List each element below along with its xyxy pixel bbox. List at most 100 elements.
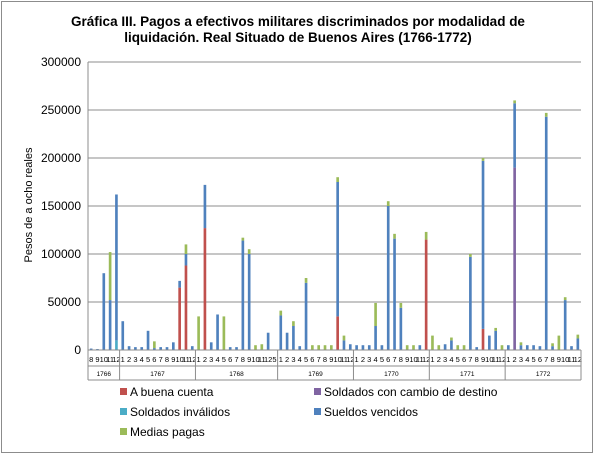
bar-segment [374, 326, 377, 350]
y-tick-label: 250000 [41, 103, 81, 117]
x-month-label: 5 [532, 355, 536, 364]
x-month-label: 10 [100, 355, 108, 364]
bar-segment [330, 345, 333, 350]
x-month-label: 11 [182, 355, 190, 364]
bar-segment [450, 340, 453, 350]
bar-segment [513, 103, 516, 168]
legend-label: Medias pagas [130, 425, 205, 439]
bar-segment [178, 287, 181, 350]
bar-segment [121, 321, 125, 350]
bar-segment [456, 345, 460, 350]
x-month-label: 5 [146, 355, 150, 364]
x-month-label: 9 [481, 355, 485, 364]
legend: A buena cuenta Soldados con cambio de des… [120, 385, 498, 439]
x-month-label: 4 [140, 355, 144, 364]
x-month-label: 12 [188, 355, 196, 364]
x-month-label: 8 [399, 355, 403, 364]
bar-segment [292, 321, 295, 326]
bar-segment [279, 315, 283, 350]
x-month-label: 7 [317, 355, 321, 364]
x-month-label: 12 [498, 355, 506, 364]
bar-segment [190, 346, 194, 350]
bar-segment [570, 346, 573, 350]
bar-segment [336, 177, 339, 182]
legend-swatch [314, 408, 321, 415]
x-month-label: 12 [112, 355, 120, 364]
x-month-label: 11 [492, 355, 500, 364]
bar-segment [367, 345, 371, 350]
bar-segment [197, 316, 200, 350]
bar-segment [348, 344, 352, 350]
x-month-label: 4 [449, 355, 453, 364]
bar-segment [323, 345, 327, 350]
bar-segment [134, 347, 137, 350]
x-month-label: 6 [462, 355, 466, 364]
x-month-label: 2 [127, 355, 131, 364]
x-month-label: 6 [228, 355, 232, 364]
x-month-label: 1 [430, 355, 434, 364]
x-month-label: 6 [538, 355, 542, 364]
x-month-label: 9 [95, 355, 99, 364]
bar-segment [317, 345, 321, 350]
bar-segment [386, 206, 390, 350]
x-month-label: 7 [159, 355, 163, 364]
bar-segment [178, 280, 181, 288]
bar-segment [494, 330, 497, 350]
x-month-label: 2 [361, 355, 365, 364]
x-month-label: 1 [355, 355, 359, 364]
bar-segment [216, 314, 219, 350]
x-month-label: 7 [392, 355, 396, 364]
x-month-label: 9 [171, 355, 175, 364]
legend-swatch [120, 428, 127, 435]
x-month-label: 6 [310, 355, 314, 364]
bar-segment [108, 300, 112, 350]
bar-segment [551, 346, 554, 350]
x-month-label: 7 [468, 355, 472, 364]
bar-segment [488, 335, 491, 350]
x-month-label: 10 [251, 355, 259, 364]
bar-segment [153, 341, 156, 349]
bar-segment [544, 116, 548, 350]
bar-segment [557, 335, 561, 350]
x-month-label: 10 [561, 355, 569, 364]
bar-segment [399, 302, 403, 308]
x-month-label: 5 [380, 355, 384, 364]
bar-segment [437, 345, 441, 350]
bar-segment [431, 335, 434, 350]
bar-segment [551, 343, 554, 347]
x-month-label: 9 [405, 355, 409, 364]
x-month-label: 2 [437, 355, 441, 364]
x-month-label: 5 [222, 355, 226, 364]
bar-segment [576, 338, 580, 350]
gridlines [88, 61, 581, 303]
bar-segment [342, 340, 346, 350]
legend-swatch [120, 408, 127, 415]
x-month-label: 10 [485, 355, 493, 364]
x-year-label: 1770 [384, 371, 399, 378]
bar-segment [108, 252, 112, 301]
bar-segment [235, 347, 238, 350]
x-month-label: 2 [285, 355, 289, 364]
bar-segment [481, 328, 485, 350]
bar-segment [146, 330, 150, 350]
x-month-label: 11 [416, 355, 424, 364]
bar-segment [519, 342, 523, 346]
bar-segment [412, 345, 415, 350]
bar-segment [481, 160, 485, 329]
bar-segment [469, 256, 472, 350]
bar-segment [513, 167, 516, 350]
x-month-label: 8 [323, 355, 327, 364]
x-month-label: 5 [272, 355, 276, 364]
bar-segment [241, 237, 245, 241]
x-month-label: 1 [506, 355, 510, 364]
x-month-label: 11 [568, 355, 576, 364]
bar-segment [380, 345, 384, 350]
bar-segment [165, 347, 169, 350]
bar-segment [576, 334, 580, 339]
x-month-label: 4 [525, 355, 529, 364]
bar-segment [266, 332, 270, 350]
x-month-label: 12 [346, 355, 354, 364]
x-month-label: 4 [215, 355, 219, 364]
x-month-label: 4 [373, 355, 377, 364]
